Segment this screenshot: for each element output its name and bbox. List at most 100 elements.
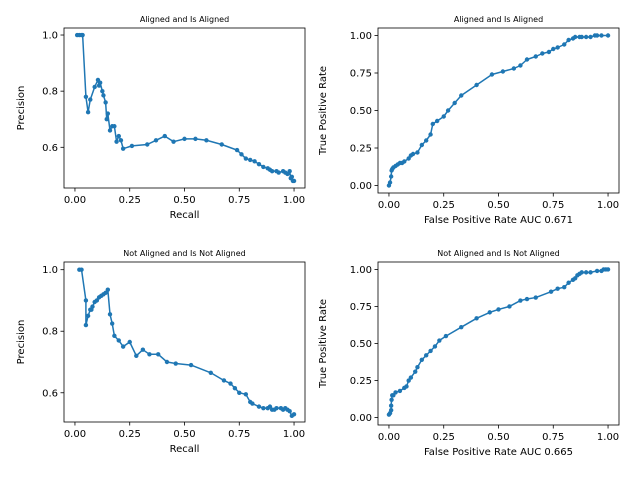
x-tick-label: 0.25 [433, 200, 455, 211]
data-point [507, 304, 512, 309]
chart-1: Aligned and Is Aligned 0.00 0.25 0.50 0.75 1.… [16, 15, 306, 221]
data-point [90, 304, 95, 309]
axes-frame [63, 27, 306, 189]
axes-frame [63, 261, 306, 423]
data-point [555, 286, 560, 291]
chart-title: Not Aligned and Is Not Aligned [437, 249, 559, 258]
data-point [269, 168, 275, 174]
series-line [77, 34, 295, 182]
y-axis-label: True Positive Rate [318, 299, 329, 389]
data-point [588, 34, 593, 40]
data-point [107, 312, 113, 317]
data-point [424, 138, 429, 143]
data-point [243, 156, 249, 161]
data-point [605, 33, 611, 38]
data-point [419, 357, 425, 362]
y-tick-label: 0.8 [42, 87, 58, 98]
y-tick-label: 0.00 [350, 181, 372, 192]
data-point [428, 348, 433, 354]
data-point [548, 289, 554, 294]
data-point [289, 174, 295, 179]
x-tick-label: 0.00 [378, 200, 400, 211]
data-point [228, 381, 233, 386]
data-point [188, 362, 194, 368]
data-point [140, 347, 146, 352]
x-tick-label: 0.50 [173, 429, 195, 440]
data-point [127, 339, 132, 345]
data-point [437, 338, 442, 343]
x-tick-label: 0.00 [64, 429, 86, 440]
data-point [533, 54, 538, 59]
data-point [120, 146, 126, 151]
x-tick-label: 0.00 [64, 195, 86, 206]
data-point [116, 338, 121, 343]
data-point [85, 110, 91, 115]
data-point [147, 352, 152, 357]
data-point [112, 333, 117, 339]
data-point [204, 138, 209, 143]
data-point [85, 313, 91, 319]
data-point [182, 136, 187, 142]
x-axis-label: False Positive Rate AUC 0.665 [424, 447, 573, 458]
data-point [388, 407, 394, 413]
data-point [583, 270, 589, 275]
data-point [404, 384, 409, 389]
data-point [459, 325, 464, 330]
data-point [518, 298, 523, 303]
data-point [518, 63, 523, 68]
data-point [496, 307, 501, 312]
axes-frame [377, 261, 620, 426]
data-point [248, 157, 253, 163]
data-point [145, 142, 150, 147]
x-tick-label: 1.00 [283, 195, 305, 206]
data-point [112, 124, 117, 129]
data-point [267, 404, 273, 409]
x-tick-label: 0.50 [487, 200, 509, 211]
data-point [428, 132, 433, 137]
data-point [419, 142, 425, 148]
data-point [410, 151, 416, 157]
x-axis-label: Recall [170, 210, 200, 221]
y-tick-label: 0.50 [350, 106, 372, 117]
data-point [114, 139, 119, 144]
data-point [599, 33, 604, 38]
data-point [83, 298, 89, 303]
data-point [79, 267, 84, 272]
data-point [402, 159, 407, 164]
chart-3: Not Aligned and Is Not Aligned 0.00 0.25 0.… [16, 249, 306, 455]
data-point [424, 353, 429, 358]
data-point [583, 34, 589, 40]
chart-title: Not Aligned and Is Not Aligned [123, 249, 245, 258]
data-point [393, 390, 398, 395]
data-point [100, 88, 105, 94]
data-point [104, 117, 109, 122]
y-tick-label: 0.6 [42, 143, 58, 154]
y-tick-label: 1.0 [42, 31, 58, 42]
data-point [397, 388, 403, 394]
data-point [256, 161, 262, 167]
x-tick-label: 0.75 [542, 432, 564, 443]
x-tick-label: 0.00 [378, 432, 400, 443]
data-point [388, 403, 394, 408]
data-point [105, 111, 111, 116]
data-point [120, 344, 126, 349]
data-point [162, 133, 167, 139]
data-point [234, 147, 240, 153]
data-point [250, 401, 255, 406]
y-tick-label: 0.8 [42, 327, 58, 338]
y-tick-label: 0.75 [350, 69, 372, 80]
data-point [173, 361, 178, 366]
data-point [287, 168, 292, 174]
data-point [524, 296, 530, 302]
x-tick-label: 0.25 [119, 195, 141, 206]
data-point [239, 152, 244, 157]
data-point [441, 114, 446, 119]
data-point [243, 392, 249, 397]
x-tick-label: 1.00 [597, 200, 619, 211]
x-tick-label: 0.50 [173, 195, 195, 206]
data-point [445, 108, 451, 113]
data-point [566, 280, 571, 285]
x-tick-label: 0.50 [487, 432, 509, 443]
data-point [408, 375, 414, 380]
